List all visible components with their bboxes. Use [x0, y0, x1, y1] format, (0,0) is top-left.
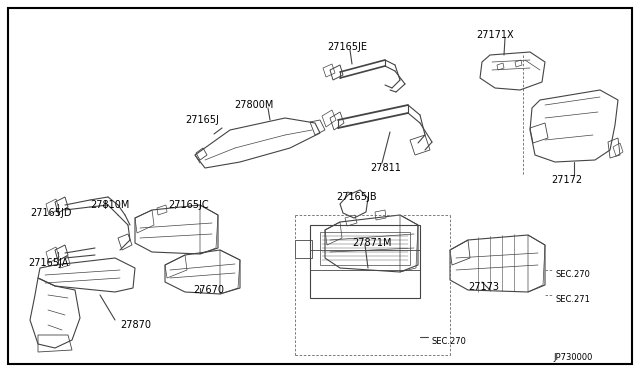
- Text: 27810M: 27810M: [90, 200, 129, 210]
- Text: 27165JB: 27165JB: [336, 192, 376, 202]
- Text: 27811: 27811: [370, 163, 401, 173]
- Text: SEC.271: SEC.271: [556, 295, 591, 304]
- Text: SEC.270: SEC.270: [556, 270, 591, 279]
- Text: 27165JC: 27165JC: [168, 200, 209, 210]
- Text: 27165J: 27165J: [185, 115, 219, 125]
- Text: 27870: 27870: [120, 320, 151, 330]
- Text: SEC.270: SEC.270: [432, 337, 467, 346]
- Text: 27800M: 27800M: [234, 100, 273, 110]
- Text: 27165JD: 27165JD: [30, 208, 72, 218]
- Text: JP730000: JP730000: [553, 353, 593, 362]
- Text: 27165JE: 27165JE: [327, 42, 367, 52]
- Text: 27165JA: 27165JA: [28, 258, 68, 268]
- Text: 27670: 27670: [193, 285, 224, 295]
- Text: 27171X: 27171X: [476, 30, 514, 40]
- Text: 27172: 27172: [551, 175, 582, 185]
- Text: 27173: 27173: [468, 282, 499, 292]
- Text: 27871M: 27871M: [352, 238, 392, 248]
